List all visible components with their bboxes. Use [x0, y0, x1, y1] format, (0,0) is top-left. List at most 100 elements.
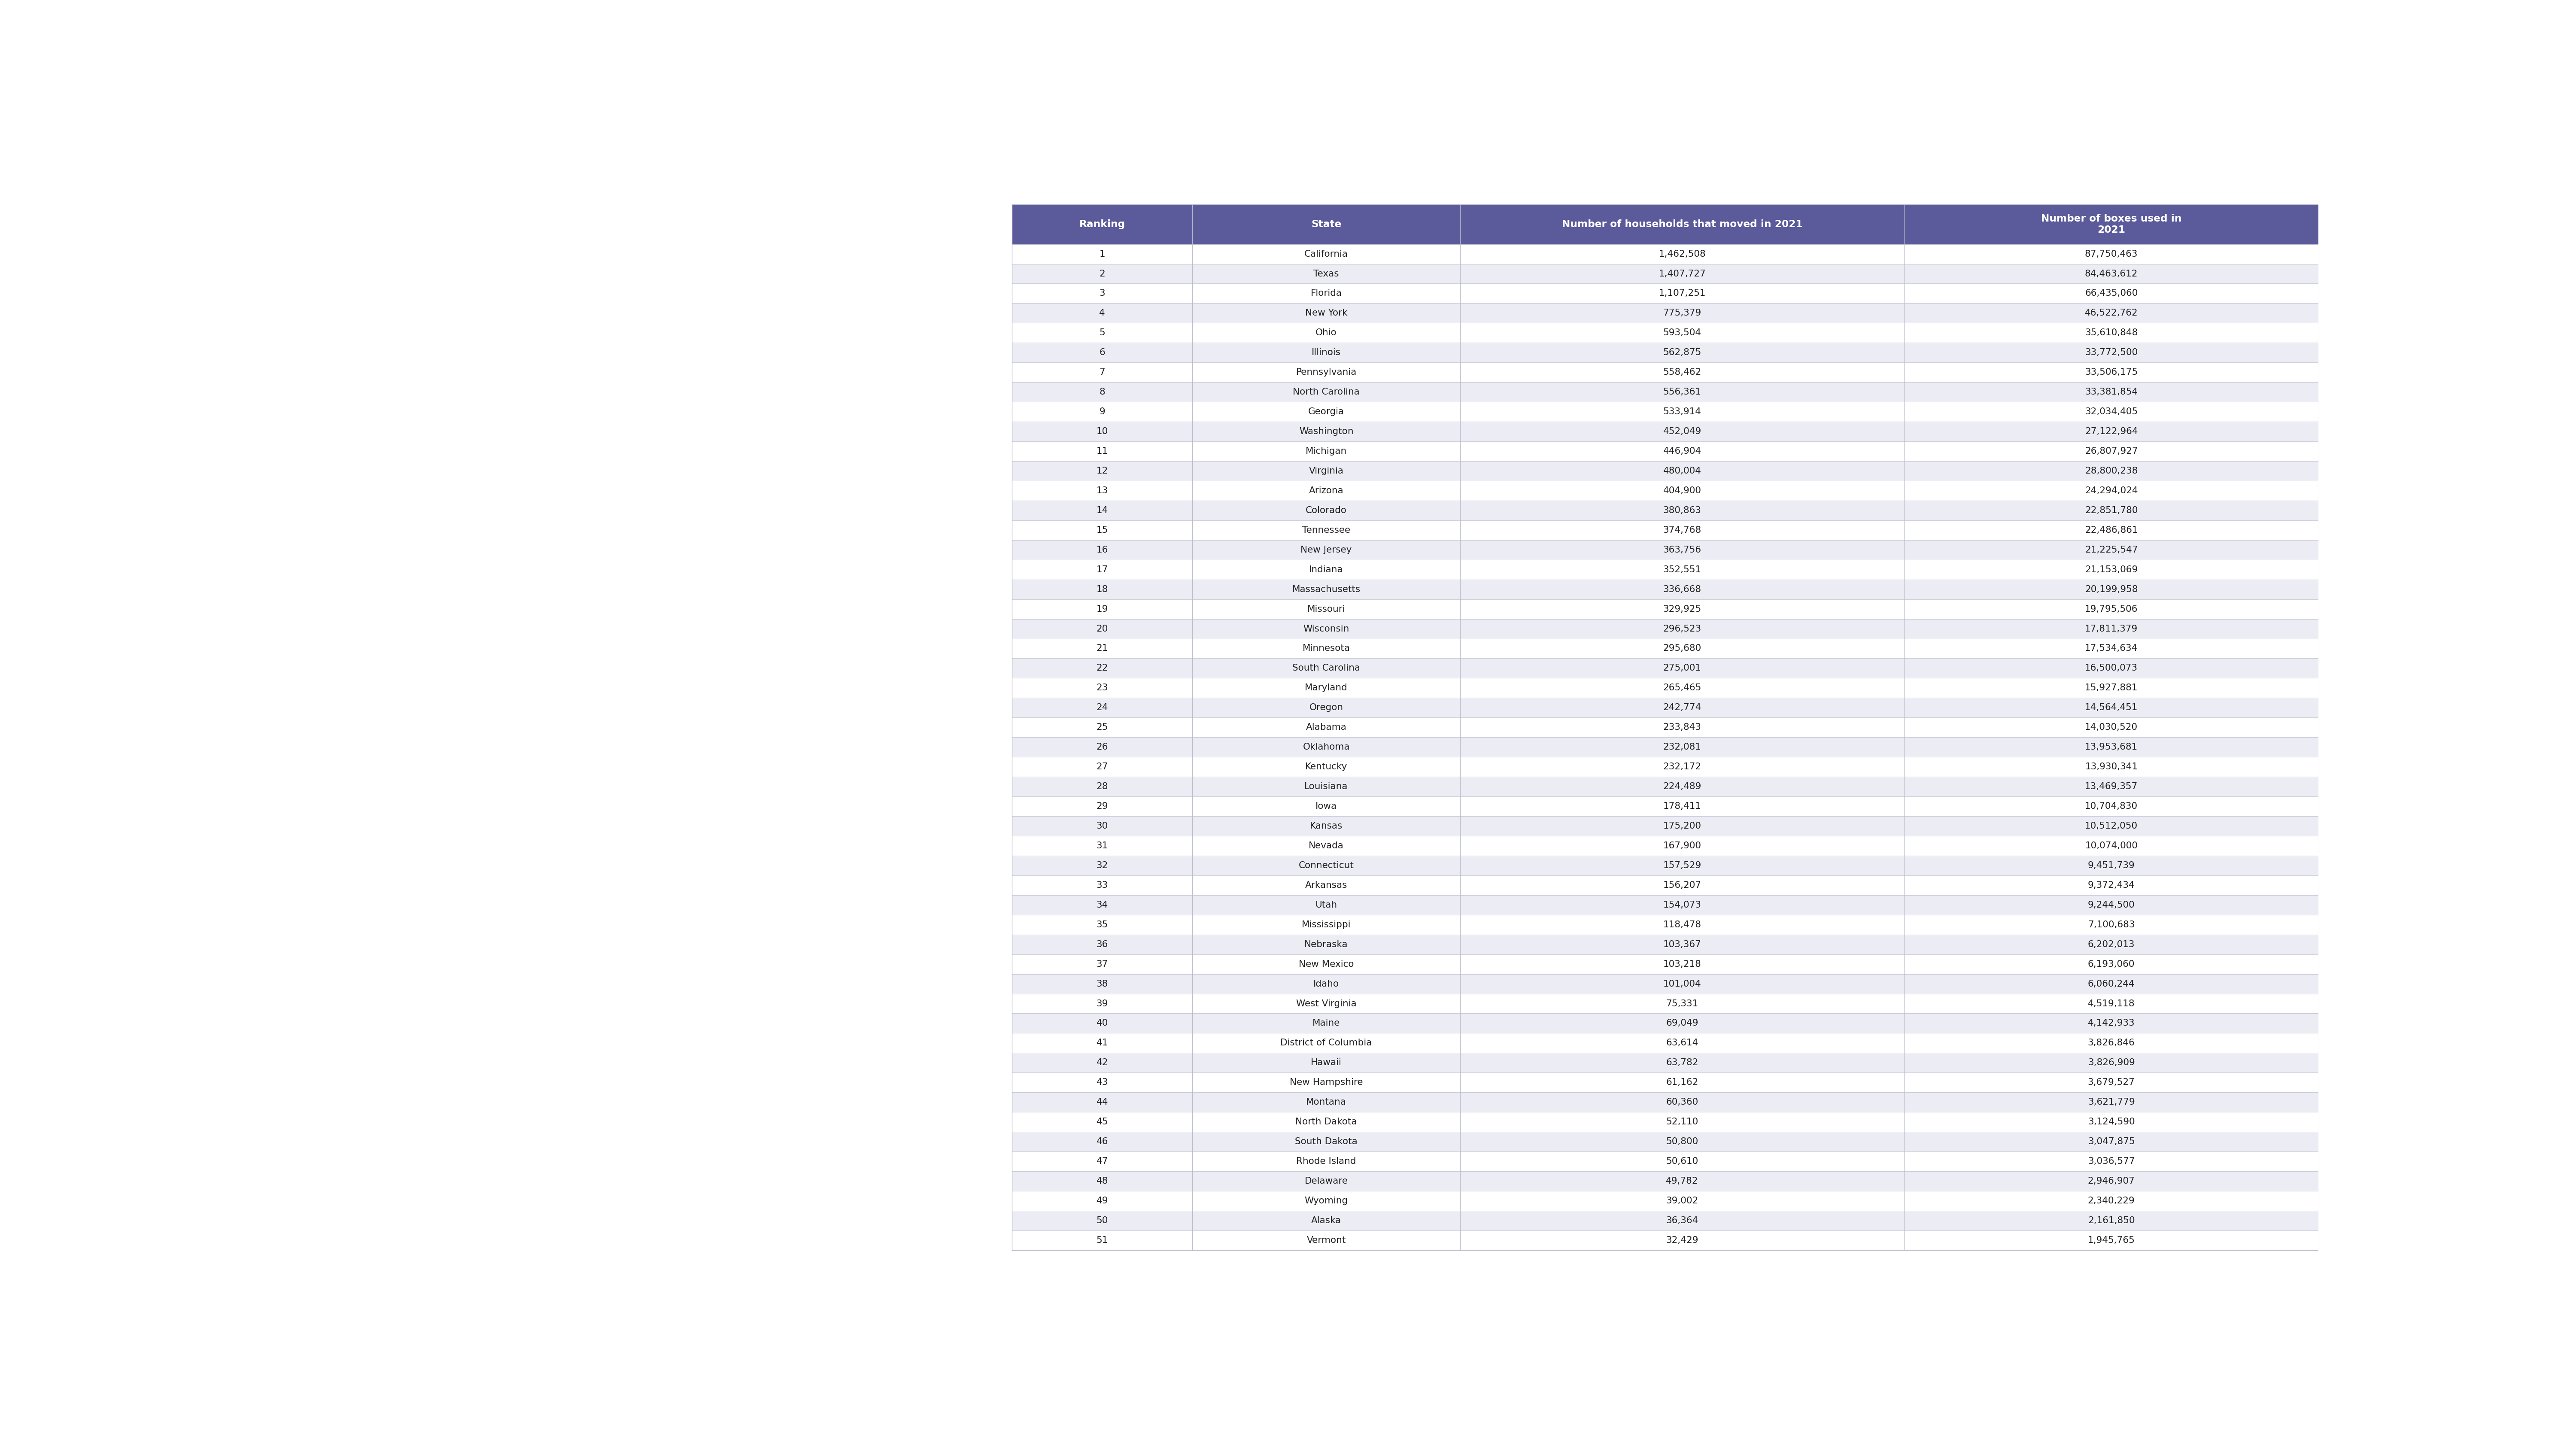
- Text: 75,331: 75,331: [1667, 1000, 1698, 1009]
- Text: North Dakota: North Dakota: [1296, 1117, 1358, 1126]
- Bar: [1012, 955, 2318, 974]
- Bar: [1012, 362, 2318, 383]
- Text: 9,451,739: 9,451,739: [2087, 861, 2136, 869]
- Text: South Carolina: South Carolina: [1293, 664, 1360, 672]
- Text: 7,100,683: 7,100,683: [2087, 920, 2136, 929]
- Bar: [1012, 600, 2318, 619]
- Text: 3,124,590: 3,124,590: [2087, 1117, 2136, 1126]
- Bar: [1012, 875, 2318, 895]
- Text: 46: 46: [1097, 1137, 1108, 1146]
- Text: 18: 18: [1097, 585, 1108, 594]
- Bar: [1012, 520, 2318, 540]
- Text: 47: 47: [1097, 1158, 1108, 1165]
- Text: 4: 4: [1100, 309, 1105, 317]
- Text: 36: 36: [1097, 940, 1108, 949]
- Bar: [1012, 855, 2318, 875]
- Text: 20,199,958: 20,199,958: [2084, 585, 2138, 594]
- Text: North Carolina: North Carolina: [1293, 388, 1360, 397]
- Text: 10,512,050: 10,512,050: [2084, 822, 2138, 830]
- Text: Georgia: Georgia: [1309, 407, 1345, 416]
- Bar: [1012, 303, 2318, 323]
- Text: New York: New York: [1306, 309, 1347, 317]
- Text: 232,081: 232,081: [1664, 743, 1700, 752]
- Text: 13: 13: [1097, 487, 1108, 496]
- Bar: [1012, 698, 2318, 717]
- Text: 167,900: 167,900: [1664, 842, 1700, 851]
- Text: 24: 24: [1097, 703, 1108, 711]
- Text: 6: 6: [1100, 348, 1105, 356]
- Text: 224,489: 224,489: [1664, 782, 1700, 791]
- Text: Number of households that moved in 2021: Number of households that moved in 2021: [1561, 219, 1803, 229]
- Text: 12: 12: [1097, 467, 1108, 475]
- Bar: [1012, 974, 2318, 994]
- Text: 43: 43: [1097, 1078, 1108, 1087]
- Text: 103,218: 103,218: [1664, 959, 1700, 968]
- Text: Nevada: Nevada: [1309, 842, 1345, 851]
- Text: 38: 38: [1097, 980, 1108, 988]
- Text: 28,800,238: 28,800,238: [2084, 467, 2138, 475]
- Bar: [1012, 1093, 2318, 1111]
- Text: Alaska: Alaska: [1311, 1216, 1342, 1224]
- Text: 1,107,251: 1,107,251: [1659, 290, 1705, 297]
- Text: 1,462,508: 1,462,508: [1659, 249, 1705, 258]
- Text: 14,030,520: 14,030,520: [2084, 723, 2138, 732]
- Text: Pennsylvania: Pennsylvania: [1296, 368, 1358, 377]
- Text: 2,946,907: 2,946,907: [2087, 1177, 2136, 1185]
- Bar: [1012, 797, 2318, 816]
- Text: 593,504: 593,504: [1664, 329, 1700, 338]
- Bar: [1012, 777, 2318, 797]
- Text: 232,172: 232,172: [1664, 762, 1700, 771]
- Text: 15: 15: [1097, 526, 1108, 535]
- Text: 15,927,881: 15,927,881: [2084, 684, 2138, 693]
- Text: 175,200: 175,200: [1664, 822, 1700, 830]
- Text: 3,679,527: 3,679,527: [2087, 1078, 2136, 1087]
- Text: Delaware: Delaware: [1303, 1177, 1347, 1185]
- Text: 45: 45: [1097, 1117, 1108, 1126]
- Bar: [1012, 1211, 2318, 1230]
- Bar: [1012, 1171, 2318, 1191]
- Text: 32,429: 32,429: [1667, 1236, 1698, 1245]
- Bar: [1012, 756, 2318, 777]
- Bar: [1012, 559, 2318, 580]
- Bar: [1012, 1152, 2318, 1171]
- Text: 275,001: 275,001: [1664, 664, 1700, 672]
- Text: 63,614: 63,614: [1667, 1039, 1698, 1048]
- Bar: [1012, 442, 2318, 461]
- Text: 60,360: 60,360: [1667, 1098, 1698, 1107]
- Text: New Mexico: New Mexico: [1298, 959, 1355, 968]
- Bar: [1012, 481, 2318, 500]
- Bar: [1012, 284, 2318, 303]
- Text: 21: 21: [1097, 645, 1108, 653]
- Bar: [1012, 619, 2318, 639]
- Text: 363,756: 363,756: [1664, 546, 1700, 554]
- Text: Ohio: Ohio: [1316, 329, 1337, 338]
- Text: Tennessee: Tennessee: [1303, 526, 1350, 535]
- Text: 17: 17: [1097, 565, 1108, 574]
- Text: 37: 37: [1097, 959, 1108, 968]
- Text: 39: 39: [1097, 1000, 1108, 1009]
- Text: 52,110: 52,110: [1667, 1117, 1698, 1126]
- Text: 1,945,765: 1,945,765: [2087, 1236, 2136, 1245]
- Text: 27: 27: [1097, 762, 1108, 771]
- Bar: [1012, 914, 2318, 935]
- Text: 775,379: 775,379: [1664, 309, 1700, 317]
- Text: 157,529: 157,529: [1664, 861, 1700, 869]
- Text: 7: 7: [1100, 368, 1105, 377]
- Bar: [1012, 1072, 2318, 1093]
- Text: Louisiana: Louisiana: [1303, 782, 1347, 791]
- Text: 22: 22: [1097, 664, 1108, 672]
- Bar: [1012, 1230, 2318, 1250]
- Text: 13,953,681: 13,953,681: [2084, 743, 2138, 752]
- Bar: [1012, 1191, 2318, 1211]
- Text: New Jersey: New Jersey: [1301, 546, 1352, 554]
- Text: 156,207: 156,207: [1664, 881, 1700, 890]
- Text: Montana: Montana: [1306, 1098, 1347, 1107]
- Text: 17,811,379: 17,811,379: [2084, 625, 2138, 633]
- Text: 48: 48: [1097, 1177, 1108, 1185]
- Text: Maryland: Maryland: [1306, 684, 1347, 693]
- Text: 84,463,612: 84,463,612: [2084, 270, 2138, 278]
- Text: 87,750,463: 87,750,463: [2084, 249, 2138, 258]
- Text: 14: 14: [1097, 506, 1108, 514]
- Bar: [1012, 1111, 2318, 1132]
- Bar: [1012, 816, 2318, 836]
